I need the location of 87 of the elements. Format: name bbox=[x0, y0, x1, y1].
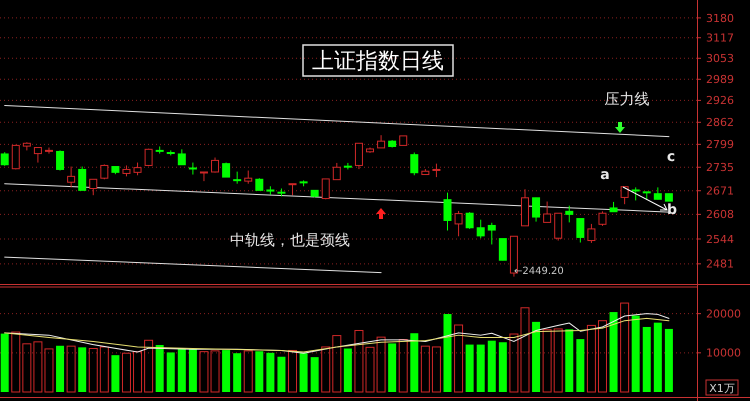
bar bbox=[664, 328, 673, 392]
bar bbox=[532, 322, 540, 392]
y-tick-label: 2862 bbox=[706, 116, 734, 130]
annotation: 压力线 bbox=[604, 90, 650, 108]
y-tick-label: 2989 bbox=[706, 73, 734, 86]
bar bbox=[498, 342, 507, 392]
bar bbox=[44, 348, 54, 392]
y-tick-label: 2735 bbox=[706, 161, 734, 174]
bar bbox=[388, 343, 396, 392]
bar bbox=[488, 340, 496, 392]
bar bbox=[565, 329, 574, 392]
bar bbox=[22, 343, 32, 392]
bar bbox=[476, 344, 485, 392]
bar bbox=[266, 352, 274, 392]
bar bbox=[432, 346, 441, 392]
bar bbox=[0, 334, 9, 392]
bar bbox=[366, 346, 375, 392]
y-tick-label: 2926 bbox=[706, 94, 734, 108]
bar bbox=[632, 316, 640, 392]
y-tick-label: 3117 bbox=[706, 32, 734, 45]
annotation: ←2449.20 bbox=[514, 266, 564, 277]
bar bbox=[598, 320, 607, 392]
bar bbox=[66, 346, 76, 392]
bar bbox=[332, 335, 342, 392]
y-axis-title: X1万 bbox=[709, 382, 735, 395]
bar bbox=[444, 314, 452, 392]
bar bbox=[188, 349, 197, 392]
bar bbox=[376, 336, 386, 392]
text: 上证指数日线 bbox=[312, 49, 444, 74]
bar bbox=[178, 348, 186, 392]
annotation: b bbox=[666, 202, 678, 218]
bar bbox=[156, 344, 164, 392]
bar bbox=[166, 352, 175, 392]
bar bbox=[610, 312, 618, 392]
bar bbox=[620, 302, 630, 392]
bar bbox=[300, 353, 308, 392]
annotation: c bbox=[666, 149, 676, 165]
bar bbox=[288, 350, 298, 392]
annotation: 中轨线，也是颈线 bbox=[230, 231, 350, 249]
y-tick-label: 2481 bbox=[706, 258, 734, 271]
bar bbox=[344, 348, 352, 392]
bar bbox=[509, 334, 518, 392]
bar bbox=[244, 350, 253, 392]
bar bbox=[398, 339, 408, 392]
bar bbox=[111, 355, 120, 392]
bar bbox=[554, 328, 563, 392]
bar bbox=[122, 352, 131, 392]
bar bbox=[410, 333, 418, 392]
y-tick-label: 2544 bbox=[706, 232, 734, 246]
bar bbox=[542, 329, 552, 392]
bar bbox=[310, 357, 319, 392]
candlestick bbox=[22, 142, 31, 151]
bar bbox=[233, 353, 242, 392]
candlestick bbox=[67, 166, 76, 188]
y-tick-label: 20000 bbox=[706, 307, 741, 320]
bar bbox=[586, 324, 596, 392]
bar bbox=[133, 351, 142, 392]
bar bbox=[11, 332, 20, 392]
bar bbox=[642, 326, 651, 392]
bar bbox=[576, 339, 584, 392]
bar bbox=[199, 351, 208, 392]
candlestick bbox=[565, 205, 574, 223]
annotation: a bbox=[600, 167, 610, 183]
bar bbox=[222, 350, 230, 392]
bar bbox=[354, 330, 364, 392]
candlestick bbox=[444, 192, 452, 231]
bar bbox=[144, 340, 154, 392]
bar bbox=[78, 347, 86, 392]
y-tick-label: 2671 bbox=[706, 184, 734, 198]
bar bbox=[33, 341, 42, 392]
y-tick-label: 3180 bbox=[706, 12, 734, 25]
bar bbox=[654, 322, 662, 392]
bar bbox=[520, 307, 530, 392]
bar bbox=[420, 346, 430, 392]
bar bbox=[210, 350, 220, 392]
y-tick-label: 2799 bbox=[706, 138, 734, 152]
y-tick-label: 3053 bbox=[706, 52, 734, 66]
bar bbox=[277, 356, 286, 392]
bar bbox=[321, 346, 330, 392]
y-tick-label: 2608 bbox=[706, 208, 734, 222]
bar bbox=[466, 344, 474, 392]
bar bbox=[454, 324, 464, 392]
bar bbox=[88, 348, 98, 392]
bar bbox=[56, 346, 64, 392]
bar bbox=[255, 351, 264, 392]
y-tick-label: 10000 bbox=[706, 346, 741, 360]
bar bbox=[100, 346, 109, 392]
